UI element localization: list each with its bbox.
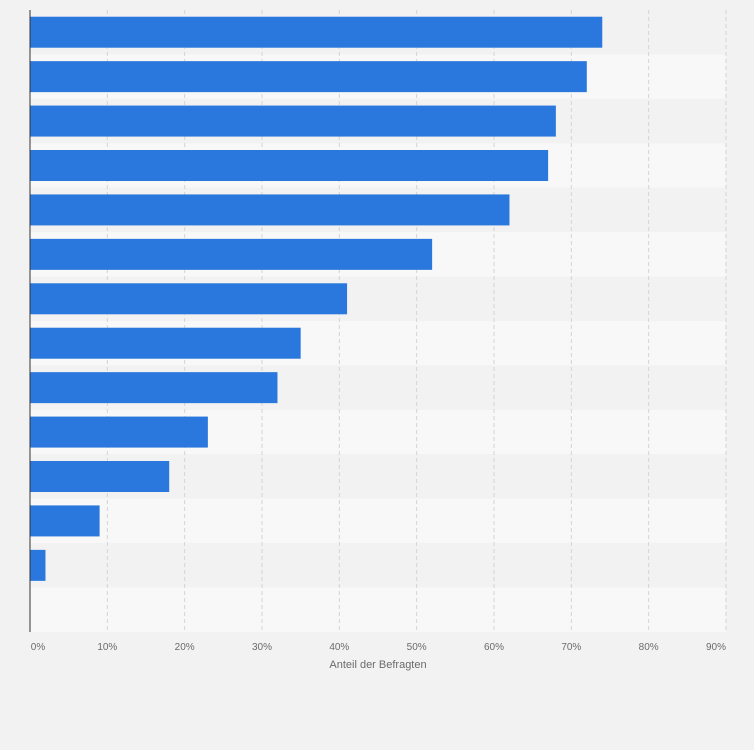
x-tick-label: 10% xyxy=(97,642,117,653)
x-tick-labels: 0% 10% 20% 30% 40% 50% 60% 70% 80% 90% xyxy=(31,642,726,653)
x-tick-label: 50% xyxy=(407,642,427,653)
x-axis-title: Anteil der Befragten xyxy=(329,659,426,671)
bar xyxy=(30,238,433,270)
bar xyxy=(30,194,510,226)
row-band xyxy=(30,498,726,544)
x-tick-label: 30% xyxy=(252,642,272,653)
gridlines xyxy=(106,10,727,632)
bar xyxy=(30,150,549,181)
x-tick-label: 60% xyxy=(484,642,504,653)
bar xyxy=(30,105,556,137)
bar xyxy=(30,283,348,315)
bar xyxy=(30,461,170,492)
bar xyxy=(30,549,46,581)
bar xyxy=(30,416,208,448)
bar xyxy=(30,505,100,537)
x-tick-label: 70% xyxy=(561,642,581,653)
bar xyxy=(30,61,587,93)
bar xyxy=(30,372,278,404)
x-tick-label: 0% xyxy=(31,642,46,653)
x-tick-label: 40% xyxy=(329,642,349,653)
x-tick-label: 80% xyxy=(639,642,659,653)
row-bands xyxy=(30,10,726,632)
row-band xyxy=(30,587,726,632)
bar xyxy=(30,16,603,48)
x-tick-label: 90% xyxy=(706,642,726,653)
row-band xyxy=(30,543,726,588)
bars xyxy=(30,16,603,581)
x-tick-label: 20% xyxy=(175,642,195,653)
bar xyxy=(30,327,301,359)
